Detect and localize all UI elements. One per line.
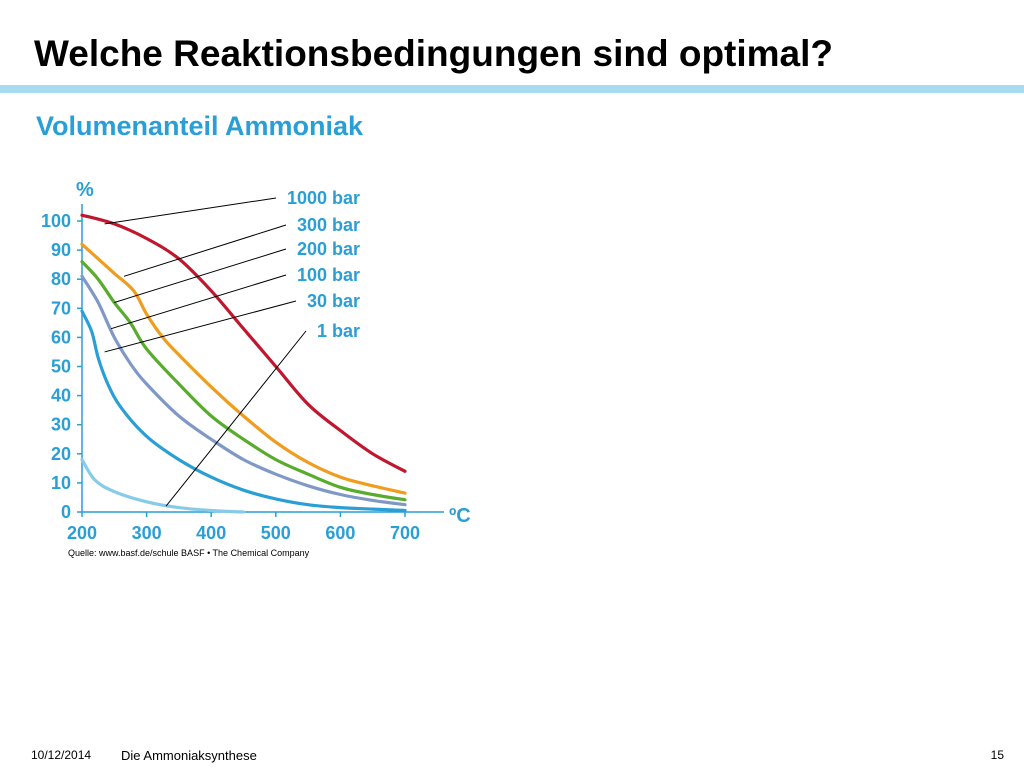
series-line-2 — [80, 260, 407, 502]
y-tick-label: 80 — [51, 269, 71, 289]
y-tick-label: 10 — [51, 473, 71, 493]
leader-line-0 — [104, 197, 277, 225]
leader-line-1 — [123, 224, 287, 277]
series-label-5: 1 bar — [317, 321, 360, 341]
x-tick-label: 200 — [67, 523, 97, 543]
series-line-1 — [80, 242, 407, 495]
series-label-4: 30 bar — [307, 291, 360, 311]
leader-line-2 — [114, 248, 287, 303]
leader-line-5 — [165, 330, 307, 507]
series-line-0 — [80, 213, 407, 473]
x-axis-unit: ºC — [449, 505, 471, 527]
y-tick-label: 90 — [51, 240, 71, 260]
y-tick-label: 0 — [61, 502, 71, 522]
y-tick-label: 30 — [51, 415, 71, 435]
x-axis-ticks: 200 300 400 500 600 700 — [67, 512, 420, 543]
title-divider — [0, 85, 1024, 93]
page-number: 15 — [990, 748, 1004, 762]
slide-title: Welche Reaktionsbedingungen sind optimal… — [34, 33, 834, 74]
x-tick-label: 400 — [196, 523, 226, 543]
series-lines — [80, 213, 407, 514]
y-tick-label: 60 — [51, 327, 71, 347]
series-labels: 1000 bar 300 bar 200 bar 100 bar 30 bar 1 bar — [287, 188, 360, 341]
y-tick-label: 20 — [51, 444, 71, 464]
footer-title: Die Ammoniaksynthese — [121, 748, 257, 763]
y-tick-label: 100 — [41, 211, 71, 231]
y-tick-label: 40 — [51, 386, 71, 406]
label-leader-lines — [104, 197, 307, 507]
x-tick-label: 700 — [390, 523, 420, 543]
footer-date: 10/12/2014 — [31, 748, 92, 762]
series-label-0: 1000 bar — [287, 188, 360, 208]
series-line-4 — [80, 309, 407, 513]
leader-line-4 — [104, 300, 297, 353]
leader-line-3 — [110, 274, 287, 330]
y-axis-ticks: 0 10 20 30 40 50 60 70 80 90 100 — [41, 211, 82, 522]
x-tick-label: 500 — [261, 523, 291, 543]
series-label-2: 200 bar — [297, 239, 360, 259]
x-tick-label: 300 — [132, 523, 162, 543]
y-axis-unit: % — [76, 179, 94, 201]
series-line-3 — [80, 274, 407, 507]
y-tick-label: 50 — [51, 357, 71, 377]
series-label-1: 300 bar — [297, 215, 360, 235]
series-line-5 — [80, 458, 246, 514]
series-label-3: 100 bar — [297, 265, 360, 285]
x-tick-label: 600 — [325, 523, 355, 543]
chart-source: Quelle: www.basf.de/schule BASF • The Ch… — [68, 548, 310, 558]
y-tick-label: 70 — [51, 298, 71, 318]
chart-title: Volumenanteil Ammoniak — [36, 111, 364, 141]
